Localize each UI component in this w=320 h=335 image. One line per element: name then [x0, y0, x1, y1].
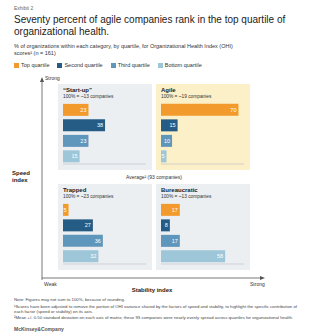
html-text:Second quartile: Second quartile [64, 62, 103, 68]
html-text:Note: Figures may not sum to 1: Note: Figures may not sum to 100%, becau… [14, 297, 126, 302]
html-text:Trapped: Trapped [63, 187, 87, 193]
html-text:Bottom quartile: Bottom quartile [164, 62, 202, 68]
html-text:Average² (93 companies): Average² (93 companies) [126, 174, 182, 180]
svg-text:23: 23 [80, 107, 86, 113]
html-text:Exhibit 2: Exhibit 2 [14, 5, 34, 11]
html-text:100% = ~13 companies: 100% = ~13 companies [63, 94, 114, 99]
html-text:Strong: Strong [45, 75, 60, 81]
svg-text:8: 8 [165, 222, 168, 228]
html-text:100% = ~23 companies: 100% = ~23 companies [63, 194, 114, 199]
svg-text:36: 36 [95, 238, 101, 244]
html-text:Stability index: Stability index [131, 287, 173, 293]
html-text:McKinsey&Company: McKinsey&Company [14, 326, 64, 332]
html-text:Agile: Agile [161, 87, 176, 93]
svg-text:15: 15 [169, 122, 175, 128]
html-text:% of organizations within each: % of organizations within each category,… [14, 43, 233, 56]
html-text:Speed index: Speed index [12, 170, 30, 183]
html-text:Top quartile: Top quartile [21, 62, 50, 68]
svg-text:17: 17 [172, 238, 178, 244]
svg-text:70: 70 [230, 107, 236, 113]
svg-text:38: 38 [97, 122, 103, 128]
html-text:“Start-up”: “Start-up” [63, 87, 92, 93]
svg-text:10: 10 [164, 138, 170, 144]
html-text:Bureaucratic: Bureaucratic [161, 187, 198, 193]
svg-text:23: 23 [80, 138, 86, 144]
html-text:²Mean +/- 0.50 standard deviat: ²Mean +/- 0.50 standard deviation on eac… [14, 314, 294, 320]
svg-text:5: 5 [161, 153, 164, 159]
html-text:Seventy percent of agile compa: Seventy percent of agile companies rank … [14, 14, 286, 37]
svg-text:27: 27 [85, 222, 91, 228]
html-text:100% = ~13 companies: 100% = ~13 companies [161, 194, 212, 199]
svg-text:58: 58 [217, 253, 223, 259]
html-text:100% = ~19 companies: 100% = ~19 companies [161, 94, 212, 99]
svg-text:5: 5 [63, 207, 66, 213]
html-text:Weak: Weak [44, 281, 57, 287]
html-text:¹Scores have been adjusted to: ¹Scores have been adjusted to remove the… [14, 304, 297, 315]
svg-text:32: 32 [90, 253, 96, 259]
svg-text:15: 15 [71, 153, 77, 159]
html-text:Strong: Strong [250, 281, 265, 287]
html-text:Third quartile: Third quartile [117, 62, 150, 68]
svg-text:17: 17 [172, 207, 178, 213]
